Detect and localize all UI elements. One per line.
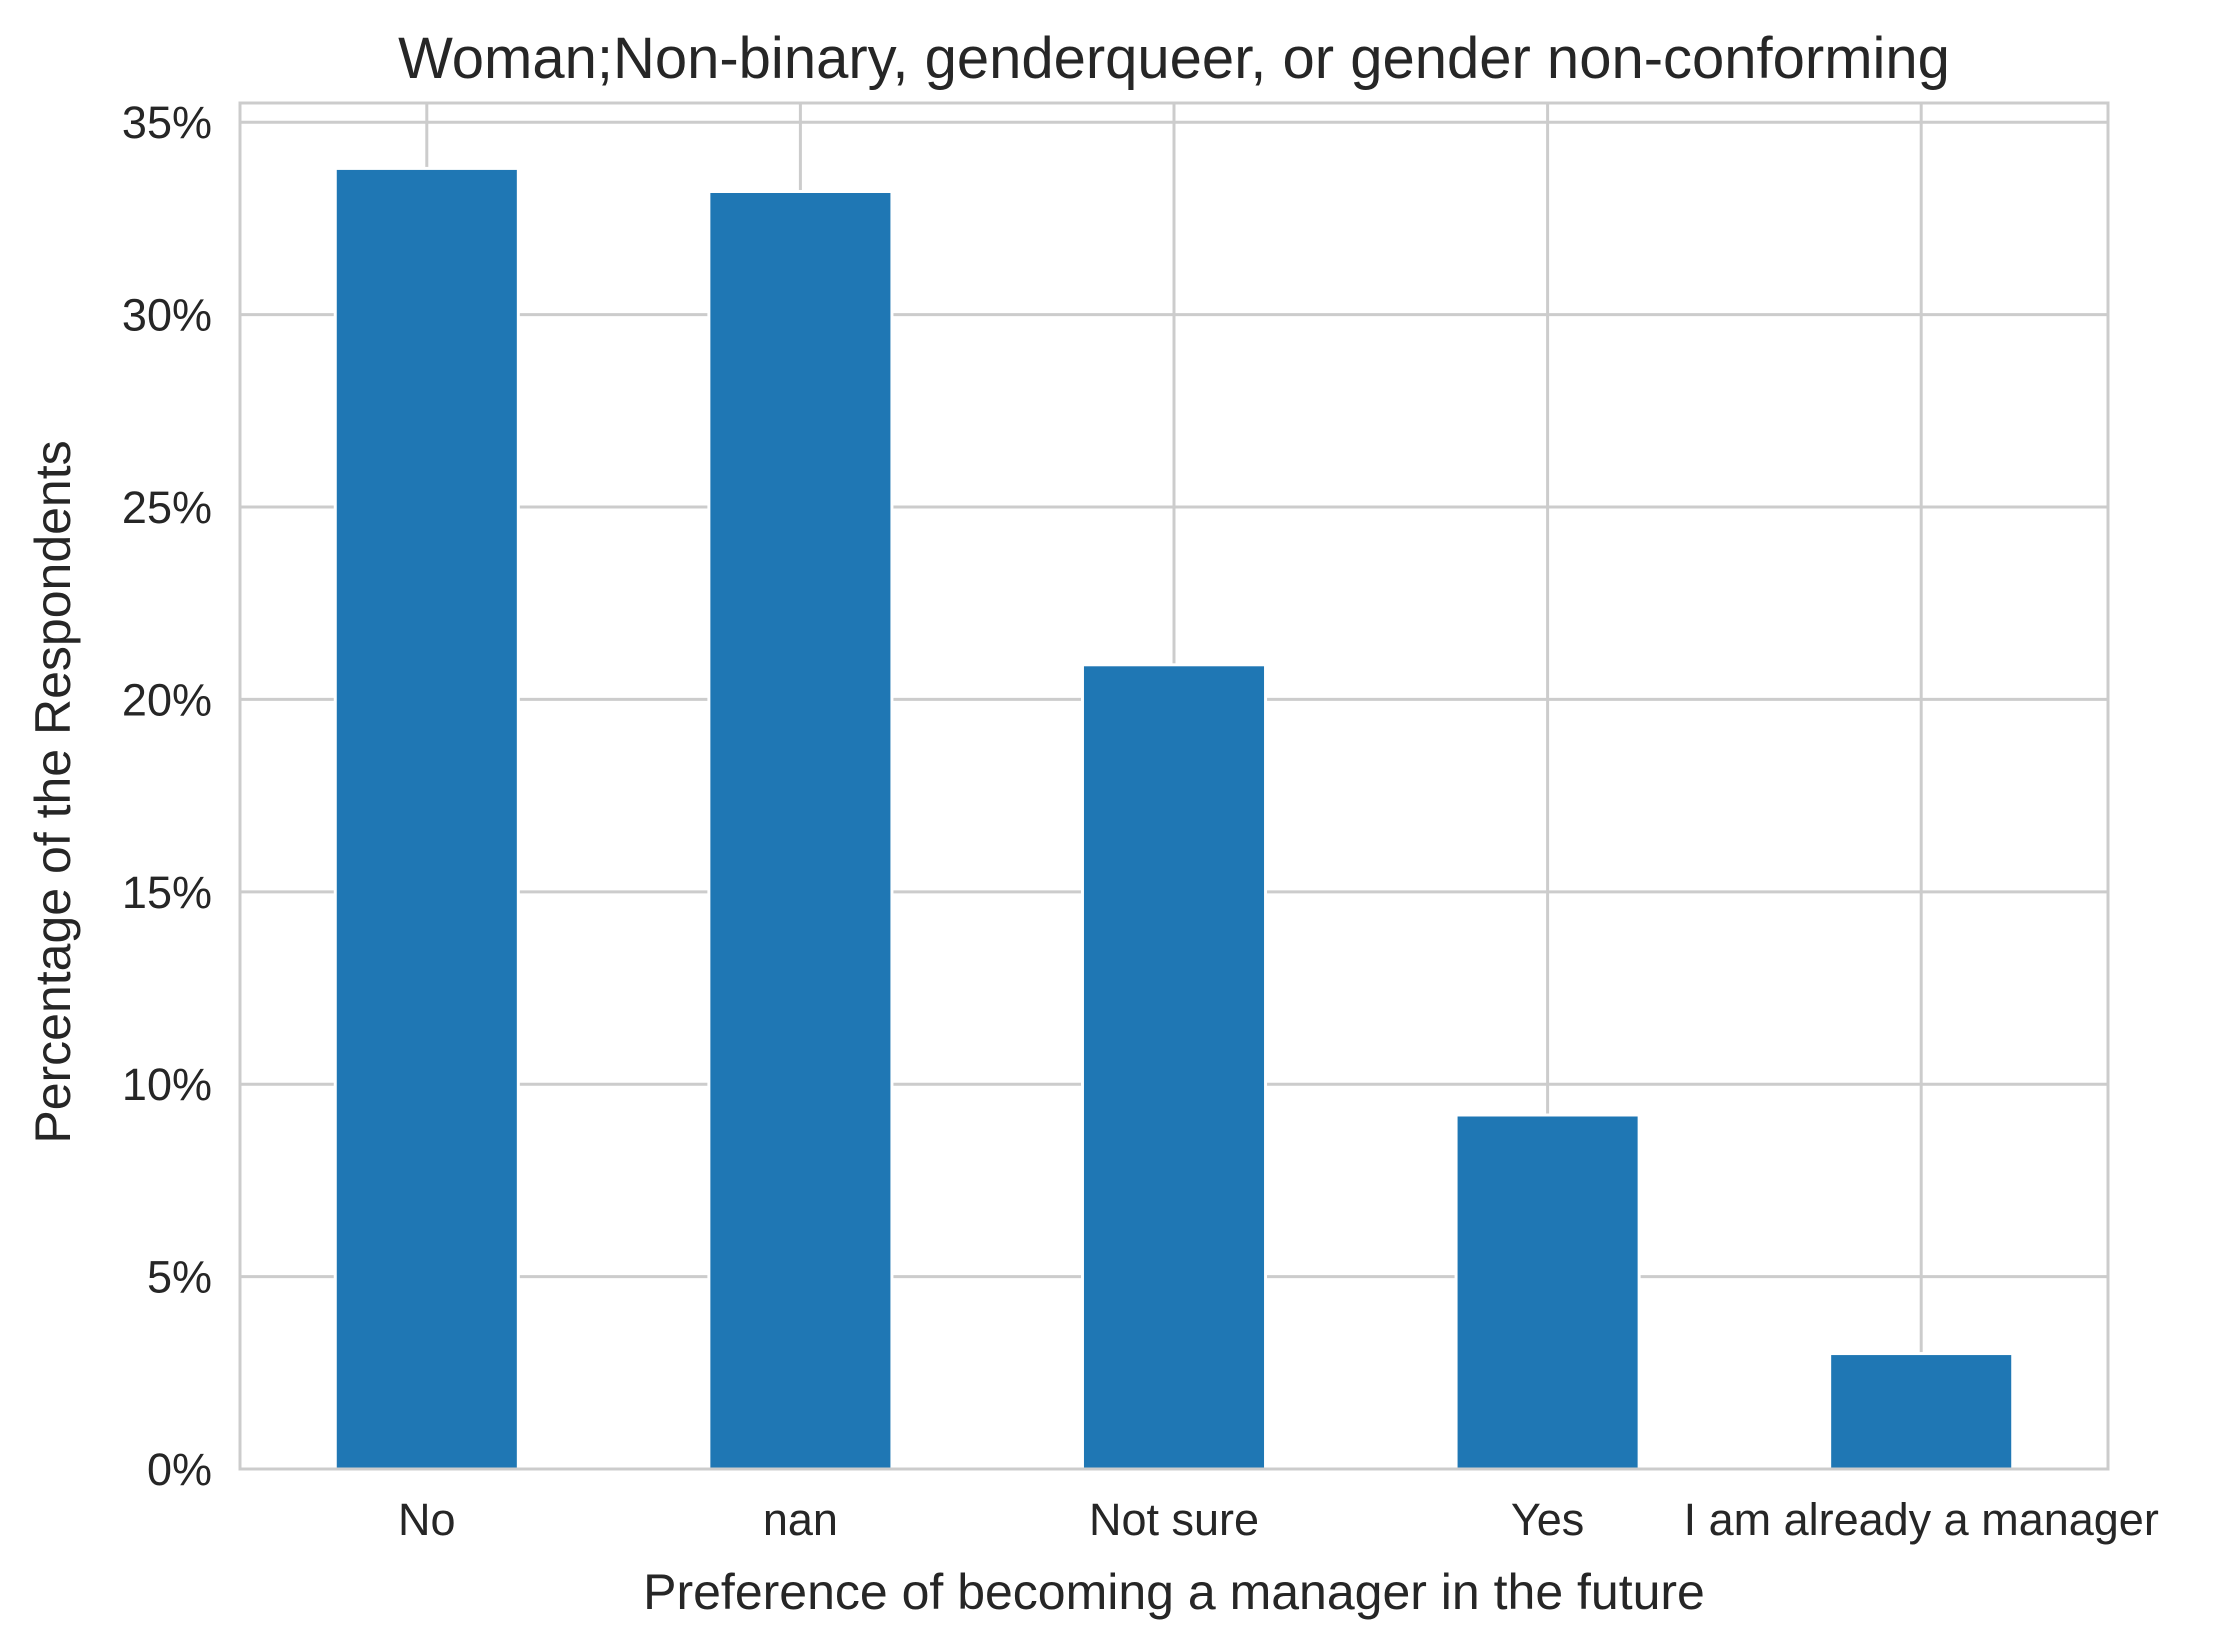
y-axis-label: Percentage of the Respondents <box>25 440 81 1143</box>
y-tick-label: 0% <box>147 1444 212 1495</box>
x-tick-label: I am already a manager <box>1684 1494 2159 1545</box>
y-tick-label: 20% <box>122 674 212 725</box>
x-tick-label: No <box>398 1494 456 1545</box>
y-tick-label: 5% <box>147 1252 212 1303</box>
x-tick-label: nan <box>763 1494 838 1545</box>
x-tick-labels: No nan Not sure Yes I am already a manager <box>398 1494 2159 1545</box>
bar <box>707 190 894 1471</box>
y-tick-labels: 0% 5% 10% 15% 20% 25% 30% 35% <box>122 97 212 1495</box>
y-tick-label: 30% <box>122 290 212 341</box>
y-tick-label: 15% <box>122 867 212 918</box>
chart-title: Woman;Non-binary, genderqueer, or gender… <box>398 26 1950 91</box>
bar <box>333 166 520 1471</box>
y-tick-label: 10% <box>122 1059 212 1110</box>
y-tick-label: 35% <box>122 97 212 148</box>
bar <box>1454 1113 1641 1471</box>
x-axis-label: Preference of becoming a manager in the … <box>643 1564 1705 1620</box>
plot-frame <box>238 101 2110 1471</box>
y-tick-label: 25% <box>122 482 212 533</box>
bar <box>1828 1352 2015 1471</box>
x-tick-label: Yes <box>1511 1494 1584 1545</box>
bars <box>333 166 2015 1471</box>
bar <box>1080 663 1268 1471</box>
x-tick-label: Not sure <box>1089 1494 1259 1545</box>
